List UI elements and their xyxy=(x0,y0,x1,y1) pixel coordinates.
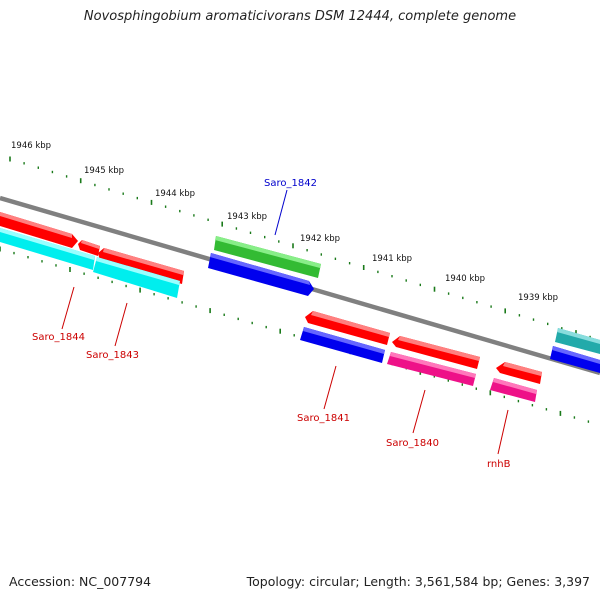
gene-saro-1840-pink[interactable] xyxy=(387,352,476,386)
leader-line xyxy=(114,302,128,347)
gene-label-rnhb: rnhB xyxy=(487,459,511,470)
accession-label: Accession: NC_007794 xyxy=(9,574,152,589)
gene-rnhb-pink[interactable] xyxy=(490,378,537,402)
tick-label: 1943 kbp xyxy=(227,212,267,222)
leader-line xyxy=(323,365,337,410)
gene-saro-1840[interactable] xyxy=(392,336,480,369)
leader-line xyxy=(497,409,509,455)
gene-saro-1844-upper[interactable] xyxy=(0,212,78,248)
leader-line xyxy=(274,189,288,236)
gene-saro-1842[interactable] xyxy=(214,236,321,278)
gene-saro-1843-upper[interactable] xyxy=(98,248,184,284)
gene-label-saro-1844: Saro_1844 xyxy=(32,332,85,343)
gene-cyan-left[interactable] xyxy=(0,228,95,270)
gene-label-saro-1840: Saro_1840 xyxy=(386,438,439,449)
tick-label: 1939 kbp xyxy=(518,293,558,303)
gene-label-saro-1842: Saro_1842 xyxy=(264,178,317,189)
genome-summary: Topology: circular; Length: 3,561,584 bp… xyxy=(246,574,590,589)
gene-saro-1841[interactable] xyxy=(305,311,390,345)
tick-label: 1946 kbp xyxy=(11,141,51,151)
gene-teal-right[interactable] xyxy=(555,328,600,354)
genome-title: Novosphingobium aromaticivorans DSM 1244… xyxy=(83,9,517,24)
gene-blue-right[interactable] xyxy=(550,346,600,373)
tick-label: 1945 kbp xyxy=(84,166,124,176)
leader-line xyxy=(412,389,426,434)
gene-label-saro-1841: Saro_1841 xyxy=(297,413,350,424)
tick-label: 1942 kbp xyxy=(300,234,340,244)
gene-label-saro-1843: Saro_1843 xyxy=(86,350,139,361)
tick-label: 1940 kbp xyxy=(445,274,485,284)
tick-marks xyxy=(0,156,591,423)
tick-label: 1944 kbp xyxy=(155,189,195,199)
gene-saro-1842-blue[interactable] xyxy=(208,253,314,296)
gene-cyan-mid[interactable] xyxy=(93,257,180,298)
leader-line xyxy=(61,286,75,330)
tick-label: 1941 kbp xyxy=(372,254,412,264)
gene-saro-1841-blue[interactable] xyxy=(300,327,385,363)
gene-rnhb[interactable] xyxy=(496,362,542,384)
gene-small-red[interactable] xyxy=(78,240,100,256)
